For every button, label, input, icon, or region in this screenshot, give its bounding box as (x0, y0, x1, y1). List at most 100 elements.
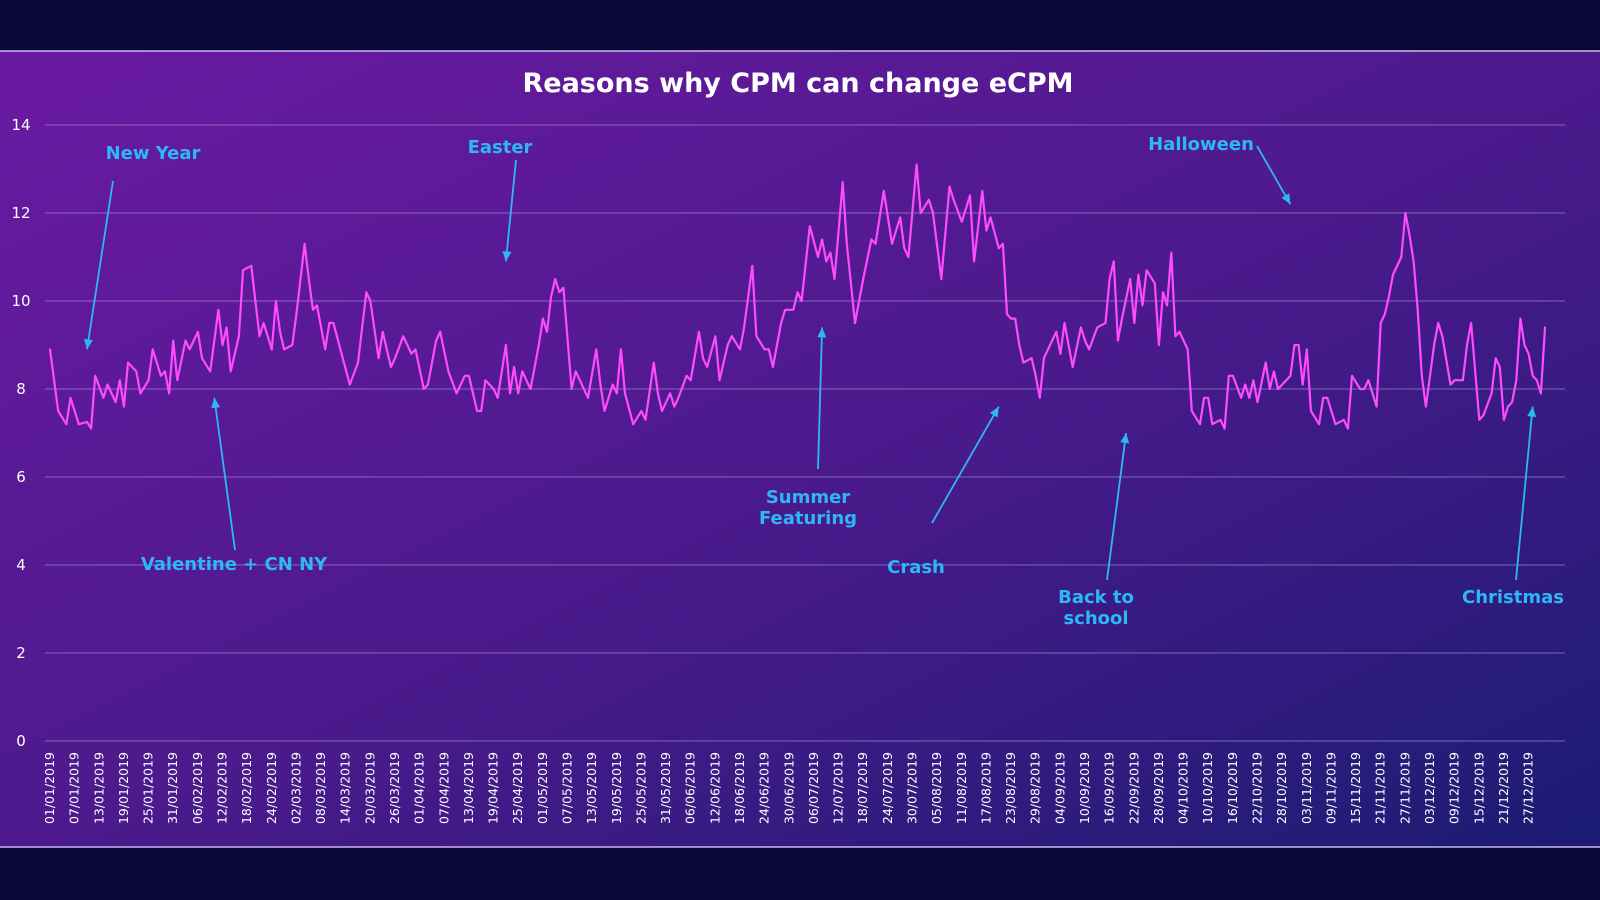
annotation-arrowhead (1120, 433, 1130, 444)
x-tick-label: 04/09/2019 (1052, 752, 1067, 824)
annotation-arrowhead (817, 327, 827, 338)
x-tick-label: 17/08/2019 (978, 752, 993, 824)
x-tick-label: 18/07/2019 (855, 752, 870, 824)
x-tick-label: 19/04/2019 (486, 752, 501, 824)
x-tick-label: 15/12/2019 (1471, 752, 1486, 824)
annotation-arrow (213, 397, 236, 551)
x-tick-label: 21/11/2019 (1373, 752, 1388, 824)
x-tick-label: 26/03/2019 (387, 752, 402, 824)
x-tick-label: 06/02/2019 (190, 752, 205, 824)
y-tick-label: 10 (11, 292, 30, 310)
annotation-line: New Year (106, 143, 201, 164)
y-tick-label: 14 (11, 116, 30, 134)
annotation-arrowhead (1281, 193, 1291, 205)
series-line (48, 163, 1547, 430)
x-tick-label: 01/04/2019 (412, 752, 427, 824)
annotation-label: Christmas (1462, 587, 1564, 608)
series-layer (48, 163, 1547, 430)
x-tick-label: 07/05/2019 (560, 752, 575, 824)
y-tick-label: 2 (16, 644, 26, 662)
annotation-arrow (505, 159, 517, 262)
annotation-label: Crash (887, 557, 945, 578)
y-tick-label: 0 (16, 732, 26, 750)
x-tick-label: 12/07/2019 (831, 752, 846, 824)
x-tick-label: 19/05/2019 (609, 752, 624, 824)
annotation-line: Featuring (759, 508, 857, 529)
x-tick-label: 30/06/2019 (781, 752, 796, 824)
x-tick-label: 11/08/2019 (954, 752, 969, 824)
annotation-line: Summer (766, 487, 850, 508)
x-tick-label: 28/10/2019 (1274, 752, 1289, 824)
x-tick-label: 20/03/2019 (362, 752, 377, 824)
x-tick-label: 21/12/2019 (1496, 752, 1511, 824)
annotation-arrowhead (989, 406, 999, 418)
annotation-label: Easter (468, 137, 533, 158)
x-tick-label: 31/05/2019 (658, 752, 673, 824)
x-tick-label: 16/10/2019 (1225, 752, 1240, 824)
annotation-arrowhead (1527, 406, 1537, 417)
x-tick-label: 28/09/2019 (1151, 752, 1166, 824)
gridlines (45, 124, 1565, 742)
x-tick-label: 12/06/2019 (707, 752, 722, 824)
x-tick-label: 27/12/2019 (1521, 752, 1536, 824)
chart-title: Reasons why CPM can change eCPM (522, 68, 1073, 99)
x-tick-label: 29/08/2019 (1028, 752, 1043, 824)
x-axis-ticks: 01/01/2019 07/01/2019 13/01/2019 19/01/2019… (42, 752, 1536, 824)
annotation-arrowhead (211, 397, 221, 409)
x-tick-label: 22/10/2019 (1250, 752, 1265, 824)
annotation-arrow (1515, 406, 1534, 581)
x-tick-label: 14/03/2019 (338, 752, 353, 824)
x-tick-label: 01/05/2019 (535, 752, 550, 824)
x-tick-label: 18/06/2019 (732, 752, 747, 824)
x-tick-label: 22/09/2019 (1126, 752, 1141, 824)
x-tick-label: 01/01/2019 (42, 752, 57, 824)
x-tick-label: 09/11/2019 (1323, 752, 1338, 824)
annotation-label: Back to school (1058, 587, 1134, 629)
annotation-arrow (817, 327, 823, 470)
x-tick-label: 27/11/2019 (1397, 752, 1412, 824)
x-tick-label: 13/01/2019 (91, 752, 106, 824)
annotation-arrow (1106, 432, 1127, 581)
x-tick-label: 05/08/2019 (929, 752, 944, 824)
x-tick-label: 06/06/2019 (683, 752, 698, 824)
x-tick-label: 24/06/2019 (757, 752, 772, 824)
y-axis-ticks: 0 2 4 6 8 10 12 14 (11, 116, 30, 750)
annotation-label: Halloween (1148, 134, 1254, 155)
x-tick-label: 02/03/2019 (288, 752, 303, 824)
annotation-label: New Year (106, 143, 201, 164)
annotation-label: Valentine + CN NY (141, 554, 328, 575)
annotation-line: Valentine + CN NY (141, 554, 328, 575)
x-tick-label: 31/01/2019 (165, 752, 180, 824)
annotation-line: Easter (468, 137, 533, 158)
x-tick-label: 13/05/2019 (584, 752, 599, 824)
x-tick-label: 19/01/2019 (116, 752, 131, 824)
annotation-arrow (931, 406, 1000, 524)
annotation-arrowhead (84, 338, 93, 350)
x-tick-label: 24/07/2019 (880, 752, 895, 824)
annotation-line: Back to (1058, 587, 1134, 608)
annotation-arrow (1256, 145, 1292, 205)
x-tick-label: 09/12/2019 (1447, 752, 1462, 824)
y-tick-label: 8 (16, 380, 26, 398)
annotation-arrowhead (502, 251, 512, 262)
x-tick-label: 16/09/2019 (1102, 752, 1117, 824)
x-tick-label: 25/01/2019 (141, 752, 156, 824)
annotation-label: Summer Featuring (759, 487, 857, 529)
y-tick-label: 12 (11, 204, 30, 222)
x-tick-label: 13/04/2019 (461, 752, 476, 824)
x-tick-label: 08/03/2019 (313, 752, 328, 824)
x-tick-label: 25/05/2019 (633, 752, 648, 824)
x-tick-label: 03/11/2019 (1299, 752, 1314, 824)
annotation-line: Halloween (1148, 134, 1254, 155)
x-tick-label: 10/09/2019 (1077, 752, 1092, 824)
annotation-line: Christmas (1462, 587, 1564, 608)
x-tick-label: 03/12/2019 (1422, 752, 1437, 824)
annotation-arrow (86, 180, 114, 350)
x-tick-label: 30/07/2019 (905, 752, 920, 824)
x-tick-label: 23/08/2019 (1003, 752, 1018, 824)
x-tick-label: 24/02/2019 (264, 752, 279, 824)
x-tick-label: 12/02/2019 (215, 752, 230, 824)
annotation-line: Crash (887, 557, 945, 578)
x-tick-label: 15/11/2019 (1348, 752, 1363, 824)
